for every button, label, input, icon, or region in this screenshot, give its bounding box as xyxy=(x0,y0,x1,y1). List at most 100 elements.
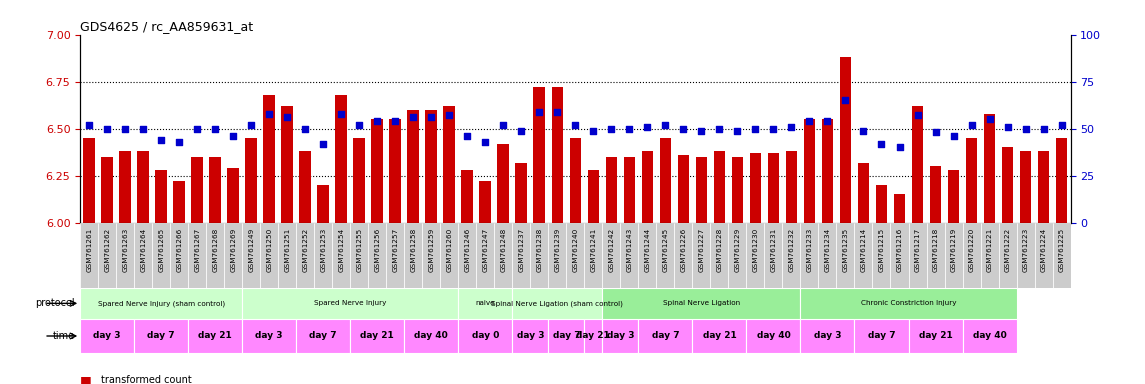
Text: day 40: day 40 xyxy=(757,331,790,341)
Bar xyxy=(116,223,134,288)
Text: GSM761267: GSM761267 xyxy=(195,227,200,271)
Bar xyxy=(350,223,369,288)
Text: GSM761253: GSM761253 xyxy=(321,227,326,271)
Text: GSM761251: GSM761251 xyxy=(284,227,290,271)
Bar xyxy=(119,151,131,223)
Text: GSM761257: GSM761257 xyxy=(393,227,398,271)
Bar xyxy=(369,223,386,288)
Text: GSM761237: GSM761237 xyxy=(519,227,524,271)
Bar xyxy=(206,223,224,288)
Bar xyxy=(858,162,869,223)
Text: Chronic Constriction Injury: Chronic Constriction Injury xyxy=(861,300,956,306)
Bar xyxy=(819,223,837,288)
Bar xyxy=(134,319,188,353)
Bar xyxy=(602,288,800,319)
Bar xyxy=(602,319,639,353)
Bar xyxy=(945,223,963,288)
Point xyxy=(440,113,458,119)
Text: GSM761256: GSM761256 xyxy=(374,227,380,271)
Bar xyxy=(854,223,872,288)
Bar xyxy=(678,155,689,223)
Bar xyxy=(441,223,458,288)
Bar xyxy=(534,87,545,223)
Bar xyxy=(695,157,708,223)
Bar xyxy=(458,319,512,353)
Point xyxy=(638,124,656,130)
Point xyxy=(369,118,387,124)
Bar xyxy=(98,223,116,288)
Point xyxy=(80,122,98,128)
Point xyxy=(674,126,693,132)
Bar xyxy=(660,138,671,223)
Bar xyxy=(354,138,365,223)
Point xyxy=(152,137,171,143)
Bar xyxy=(908,319,963,353)
Bar xyxy=(782,223,800,288)
Bar xyxy=(602,223,621,288)
Bar xyxy=(639,223,656,288)
Bar xyxy=(497,144,510,223)
Bar xyxy=(548,319,584,353)
Bar xyxy=(963,319,1017,353)
Bar xyxy=(569,138,582,223)
Bar xyxy=(263,95,275,223)
Text: GSM761229: GSM761229 xyxy=(734,227,741,271)
Text: GSM761224: GSM761224 xyxy=(1041,227,1047,271)
Text: GSM761258: GSM761258 xyxy=(410,227,417,271)
Text: day 21: day 21 xyxy=(576,331,610,341)
Text: GSM761262: GSM761262 xyxy=(104,227,110,271)
Bar xyxy=(765,223,782,288)
Point xyxy=(297,126,315,132)
Point xyxy=(566,122,584,128)
Bar xyxy=(747,319,800,353)
Bar xyxy=(587,170,599,223)
Bar xyxy=(800,223,819,288)
Bar xyxy=(963,223,980,288)
Bar xyxy=(80,319,134,353)
Bar xyxy=(84,138,95,223)
Point xyxy=(548,109,567,115)
Bar xyxy=(480,181,491,223)
Text: GSM761219: GSM761219 xyxy=(950,227,956,271)
Text: day 40: day 40 xyxy=(972,331,1006,341)
Point xyxy=(134,126,152,132)
Text: day 21: day 21 xyxy=(198,331,232,341)
Text: GSM761265: GSM761265 xyxy=(158,227,164,271)
Text: protocol: protocol xyxy=(34,298,74,308)
Point xyxy=(962,122,980,128)
Bar xyxy=(80,288,243,319)
Point xyxy=(945,133,963,139)
Bar xyxy=(245,138,258,223)
Text: ■: ■ xyxy=(80,374,92,384)
Text: GSM761244: GSM761244 xyxy=(645,227,650,271)
Bar xyxy=(1017,223,1035,288)
Bar xyxy=(404,223,423,288)
Point xyxy=(116,126,134,132)
Text: GSM761261: GSM761261 xyxy=(86,227,92,271)
Point xyxy=(782,124,800,130)
Text: GSM761235: GSM761235 xyxy=(843,227,848,271)
Bar xyxy=(876,185,887,223)
Text: GSM761263: GSM761263 xyxy=(123,227,128,271)
Text: GSM761221: GSM761221 xyxy=(987,227,993,271)
Bar xyxy=(188,223,206,288)
Point xyxy=(314,141,332,147)
Text: GSM761222: GSM761222 xyxy=(1004,227,1011,271)
Bar xyxy=(948,170,960,223)
Point xyxy=(872,141,891,147)
Bar xyxy=(299,151,311,223)
Text: GSM761249: GSM761249 xyxy=(248,227,254,271)
Text: GSM761230: GSM761230 xyxy=(752,227,758,271)
Text: GSM761227: GSM761227 xyxy=(698,227,704,271)
Bar xyxy=(443,106,456,223)
Point xyxy=(926,129,945,136)
Text: GSM761233: GSM761233 xyxy=(806,227,813,271)
Bar xyxy=(458,288,512,319)
Bar xyxy=(173,181,185,223)
Bar xyxy=(750,153,761,223)
Bar xyxy=(621,223,639,288)
Point xyxy=(819,118,837,124)
Point xyxy=(1017,126,1035,132)
Text: GSM761228: GSM761228 xyxy=(717,227,722,271)
Point xyxy=(854,127,872,134)
